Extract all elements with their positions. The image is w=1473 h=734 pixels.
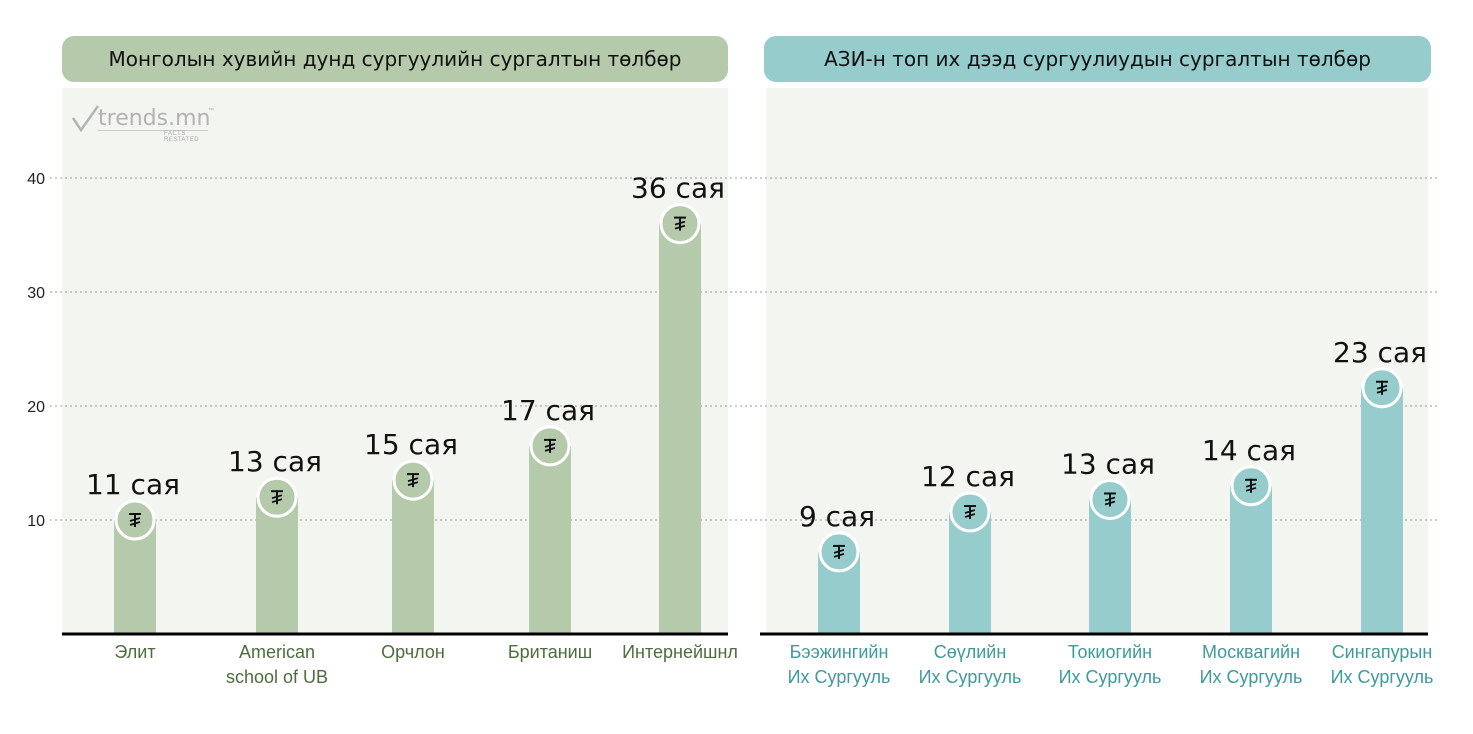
right-bar (1089, 499, 1131, 634)
left-bar (659, 223, 701, 634)
category-label: Сингапурын Их Сургууль (1331, 642, 1434, 687)
value-label: 36 сая (631, 172, 725, 205)
value-label: 17 сая (501, 394, 595, 427)
y-axis-ticks: 10 20 30 40 (27, 171, 45, 530)
value-label: 12 сая (921, 460, 1015, 493)
tugrik-icon (833, 544, 845, 559)
y-tick-label: 10 (27, 513, 45, 530)
value-label: 14 сая (1202, 434, 1296, 467)
value-label: 13 сая (228, 445, 322, 478)
logo-trademark: ™ (208, 108, 214, 114)
right-chart-bars: 9 сая Бээжингийн Их Сургууль 12 сая Сөүлийн И… (788, 336, 1434, 687)
category-label: Бээжингийн Их Сургууль (788, 642, 891, 687)
category-label: Москвагийн Их Сургууль (1200, 642, 1303, 687)
tugrik-icon (544, 438, 556, 453)
tugrik-icon (407, 473, 419, 488)
trends-logo: trends.mn ™ FACTS RESTATED (70, 104, 220, 144)
logo-underline (98, 130, 208, 131)
y-tick-label: 30 (27, 285, 45, 302)
tugrik-icon (271, 490, 283, 505)
checkmark-icon (71, 105, 100, 133)
tugrik-icon (964, 505, 976, 520)
left-bar (256, 497, 298, 634)
tugrik-icon (1104, 492, 1116, 507)
logo-tagline: FACTS RESTATED (164, 131, 200, 143)
value-label: 15 сая (364, 428, 458, 461)
y-tick-label: 40 (27, 171, 45, 188)
right-bar (1361, 387, 1403, 634)
category-label: Сөүлийн Их Сургууль (919, 642, 1022, 687)
tugrik-icon (1245, 478, 1257, 493)
tugrik-icon (129, 513, 141, 527)
value-label: 9 сая (799, 500, 875, 533)
logo-text: trends.mn (98, 106, 211, 131)
value-label: 11 сая (86, 468, 180, 501)
tugrik-icon (1376, 380, 1388, 395)
right-bar (1230, 485, 1272, 634)
category-label: Элит (114, 642, 155, 662)
category-label: Токиогийн Их Сургууль (1059, 642, 1162, 687)
left-chart-title: Монголын хувийн дунд сургуулийн сургалты… (62, 36, 728, 82)
category-label: Орчлон (381, 642, 445, 662)
left-bar (392, 480, 434, 634)
tugrik-icon (674, 216, 686, 231)
category-label: American school of UB (226, 642, 328, 687)
left-chart-bars: 11 сая Элит 13 сая American school of UB 15 с… (86, 172, 738, 687)
value-label: 23 сая (1333, 336, 1427, 369)
category-label: Интернейшнл (622, 642, 738, 662)
value-label: 13 сая (1061, 447, 1155, 480)
right-chart-title: АЗИ-н топ их дээд сургуулиудын сургалтын… (764, 36, 1431, 82)
left-bar (529, 445, 571, 634)
y-tick-label: 20 (27, 399, 45, 416)
category-label: Британиш (508, 642, 592, 662)
